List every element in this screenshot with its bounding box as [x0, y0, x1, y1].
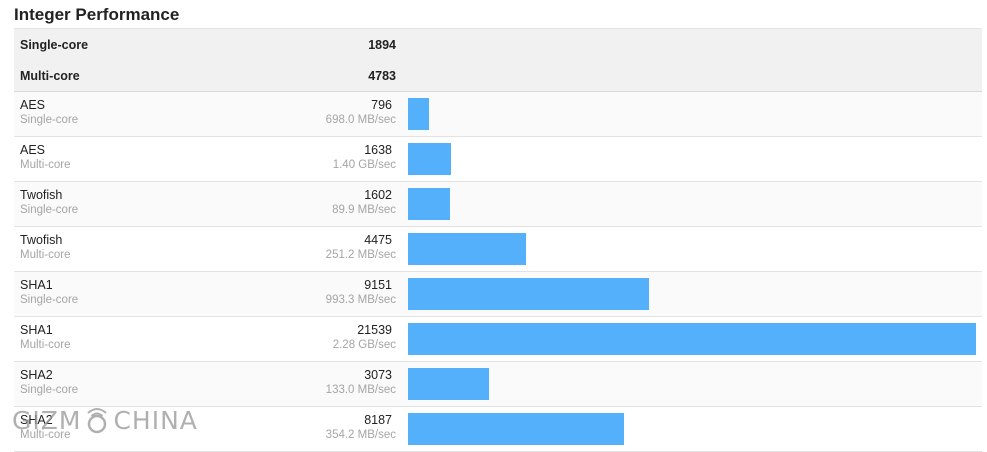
benchmark-score: 8187	[364, 413, 392, 427]
benchmark-score: 1602	[364, 188, 392, 202]
gizmochina-watermark: GIZM CHINA	[12, 400, 198, 440]
wifi-o-icon	[87, 408, 108, 434]
benchmark-rate: 698.0 MB/sec	[325, 114, 396, 126]
benchmark-row: AES Multi-core 1638 1.40 GB/sec	[14, 137, 982, 182]
benchmark-rate: 89.9 MB/sec	[332, 204, 396, 216]
benchmark-rate: 133.0 MB/sec	[325, 384, 396, 396]
benchmark-mode: Single-core	[20, 294, 79, 306]
benchmark-row: Twofish Single-core 1602 89.9 MB/sec	[14, 182, 982, 227]
benchmark-mode: Multi-core	[20, 429, 71, 441]
benchmark-name: AES	[20, 143, 46, 157]
benchmark-rate: 993.3 MB/sec	[325, 294, 396, 306]
benchmark-bar	[408, 143, 451, 175]
benchmark-bar	[408, 188, 450, 220]
benchmark-name: SHA2	[20, 368, 53, 382]
benchmark-mode: Multi-core	[20, 249, 71, 261]
benchmark-name: Twofish	[20, 233, 63, 247]
summary-label: Single-core	[20, 38, 89, 52]
summary-row-single-core: Single-core 1894	[14, 29, 982, 60]
benchmark-mode: Multi-core	[20, 159, 71, 171]
benchmark-score: 9151	[364, 278, 392, 292]
performance-table: Single-core 1894 Multi-core 4783 AES Sing…	[14, 28, 982, 452]
summary-score: 4783	[368, 69, 396, 83]
benchmark-row: AES Single-core 796 698.0 MB/sec	[14, 92, 982, 137]
benchmark-rate: 251.2 MB/sec	[325, 249, 396, 261]
benchmark-row: SHA1 Multi-core 21539 2.28 GB/sec	[14, 317, 982, 362]
benchmark-name: AES	[20, 98, 46, 112]
benchmark-score: 3073	[364, 368, 392, 382]
benchmark-bar	[408, 413, 624, 445]
benchmark-mode: Single-core	[20, 114, 79, 126]
watermark-text-right: CHINA	[113, 405, 198, 435]
benchmark-bar	[408, 323, 976, 355]
benchmark-mode: Single-core	[20, 384, 79, 396]
benchmark-rows: AES Single-core 796 698.0 MB/sec AES Multi-co…	[14, 92, 982, 452]
benchmark-rate: 2.28 GB/sec	[332, 339, 396, 351]
watermark-text-left: GIZM	[12, 405, 82, 435]
benchmark-name: SHA1	[20, 278, 53, 292]
summary-row-multi-core: Multi-core 4783	[14, 60, 982, 91]
benchmark-mode: Single-core	[20, 204, 79, 216]
benchmark-row: SHA2 Single-core 3073 133.0 MB/sec	[14, 362, 982, 407]
benchmark-name: SHA1	[20, 323, 53, 337]
benchmark-bar	[408, 98, 429, 130]
summary-label: Multi-core	[20, 69, 80, 83]
summary-section: Single-core 1894 Multi-core 4783	[14, 28, 982, 92]
benchmark-rate: 1.40 GB/sec	[332, 159, 396, 171]
benchmark-score: 1638	[364, 143, 392, 157]
benchmark-row: Twofish Multi-core 4475 251.2 MB/sec	[14, 227, 982, 272]
summary-score: 1894	[368, 38, 396, 52]
chart-title: Integer Performance	[14, 5, 180, 24]
benchmark-mode: Multi-core	[20, 339, 71, 351]
benchmark-bar	[408, 233, 526, 265]
benchmark-name: SHA2	[20, 413, 53, 427]
benchmark-bar	[408, 278, 649, 310]
benchmark-row: SHA1 Single-core 9151 993.3 MB/sec	[14, 272, 982, 317]
benchmark-score: 796	[371, 98, 392, 112]
benchmark-name: Twofish	[20, 188, 63, 202]
benchmark-bar	[408, 368, 489, 400]
benchmark-score: 4475	[364, 233, 392, 247]
benchmark-rate: 354.2 MB/sec	[325, 429, 396, 441]
benchmark-score: 21539	[357, 323, 392, 337]
